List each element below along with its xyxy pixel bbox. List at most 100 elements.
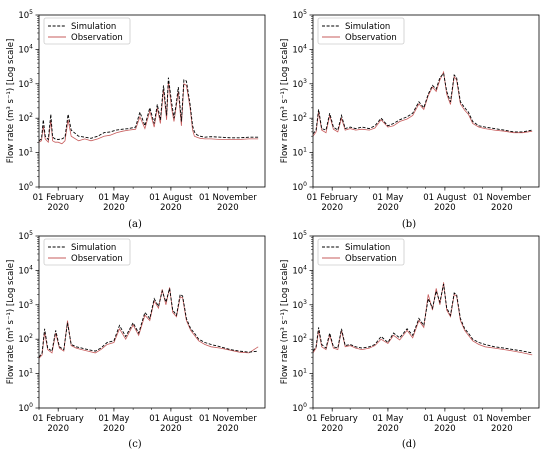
x-tick-year: 2020 [321, 203, 343, 213]
x-tick-year: 2020 [217, 424, 239, 434]
x-tick-year: 2020 [377, 424, 399, 434]
series-line-observation [38, 287, 259, 359]
y-tick-exponent: 3 [303, 78, 307, 85]
series-line-observation [312, 70, 533, 137]
y-tick-base: 10 [18, 149, 29, 159]
y-axis-label: Flow rate (m³ s⁻¹) [Log scale] [280, 260, 290, 385]
legend-label-simulation: Simulation [345, 22, 390, 32]
y-tick-label: 105 [292, 9, 307, 21]
series-line-observation [312, 282, 533, 356]
y-tick-exponent: 2 [303, 112, 307, 119]
y-tick-label: 104 [18, 264, 33, 276]
y-tick-base: 10 [292, 404, 303, 414]
y-tick-label: 103 [18, 299, 33, 311]
y-tick-base: 10 [18, 232, 29, 242]
series-line-simulation [38, 288, 259, 358]
x-tick-year: 2020 [434, 203, 456, 213]
legend-label-observation: Observation [71, 254, 123, 264]
y-tick-label: 104 [292, 264, 307, 276]
y-tick-exponent: 1 [303, 368, 307, 375]
y-tick-label: 101 [292, 147, 307, 159]
y-tick-exponent: 4 [303, 264, 307, 271]
y-tick-exponent: 5 [303, 9, 307, 16]
series-line-simulation [312, 72, 533, 135]
y-tick-exponent: 4 [29, 43, 33, 50]
y-tick-base: 10 [292, 301, 303, 311]
x-tick-year: 2020 [103, 424, 125, 434]
y-tick-base: 10 [18, 80, 29, 90]
panel-caption: (c) [128, 439, 142, 450]
x-tick-label: 01 May [372, 193, 403, 203]
y-tick-base: 10 [18, 370, 29, 380]
y-tick-base: 10 [18, 301, 29, 311]
y-tick-label: 105 [18, 230, 33, 242]
y-tick-label: 103 [292, 299, 307, 311]
y-tick-label: 105 [292, 230, 307, 242]
y-tick-base: 10 [292, 45, 303, 55]
x-tick-label: 01 August [149, 414, 193, 424]
y-tick-base: 10 [292, 232, 303, 242]
x-tick-label: 01 August [149, 193, 193, 203]
y-tick-exponent: 1 [29, 368, 33, 375]
x-tick-year: 2020 [491, 424, 513, 434]
legend-label-simulation: Simulation [71, 22, 116, 32]
legend-label-observation: Observation [71, 33, 123, 43]
y-axis-label: Flow rate (m³ s⁻¹) [Log scale] [6, 260, 16, 385]
y-tick-label: 100 [18, 402, 33, 414]
plot-frame [312, 14, 540, 188]
y-tick-base: 10 [18, 335, 29, 345]
y-tick-label: 100 [292, 181, 307, 193]
y-tick-base: 10 [18, 183, 29, 193]
legend-label-simulation: Simulation [345, 243, 390, 253]
x-tick-year: 2020 [47, 424, 69, 434]
series-line-simulation [312, 284, 533, 354]
x-tick-year: 2020 [103, 203, 125, 213]
y-tick-exponent: 2 [29, 333, 33, 340]
y-tick-exponent: 0 [29, 402, 33, 409]
y-tick-base: 10 [18, 11, 29, 21]
x-tick-label: 01 November [199, 193, 257, 203]
x-tick-year: 2020 [321, 424, 343, 434]
series-line-observation [38, 81, 259, 145]
y-tick-label: 101 [18, 368, 33, 380]
y-tick-label: 104 [18, 43, 33, 55]
y-tick-base: 10 [292, 114, 303, 124]
y-tick-label: 103 [292, 78, 307, 90]
legend-label-simulation: Simulation [71, 243, 116, 253]
x-tick-year: 2020 [377, 203, 399, 213]
y-tick-label: 104 [292, 43, 307, 55]
y-tick-base: 10 [18, 114, 29, 124]
plot-frame [38, 235, 266, 409]
x-tick-year: 2020 [491, 203, 513, 213]
x-tick-label: 01 August [423, 193, 467, 203]
y-tick-exponent: 1 [29, 147, 33, 154]
panel-caption: (a) [128, 219, 142, 230]
y-tick-exponent: 0 [29, 181, 33, 188]
y-tick-exponent: 3 [303, 299, 307, 306]
y-tick-label: 102 [292, 112, 307, 124]
y-tick-base: 10 [292, 183, 303, 193]
x-tick-label: 01 November [199, 414, 257, 424]
legend-label-observation: Observation [345, 33, 397, 43]
y-tick-exponent: 4 [29, 264, 33, 271]
x-tick-label: 01 November [473, 414, 531, 424]
plot-frame [312, 235, 540, 409]
y-tick-base: 10 [18, 45, 29, 55]
y-tick-exponent: 5 [303, 230, 307, 237]
y-tick-exponent: 5 [29, 9, 33, 16]
x-tick-label: 01 May [372, 414, 403, 424]
x-tick-label: 01 February [33, 414, 84, 424]
x-tick-year: 2020 [160, 424, 182, 434]
y-tick-exponent: 2 [29, 112, 33, 119]
y-tick-exponent: 4 [303, 43, 307, 50]
x-tick-label: 01 February [307, 414, 358, 424]
x-tick-year: 2020 [434, 424, 456, 434]
y-tick-base: 10 [292, 266, 303, 276]
